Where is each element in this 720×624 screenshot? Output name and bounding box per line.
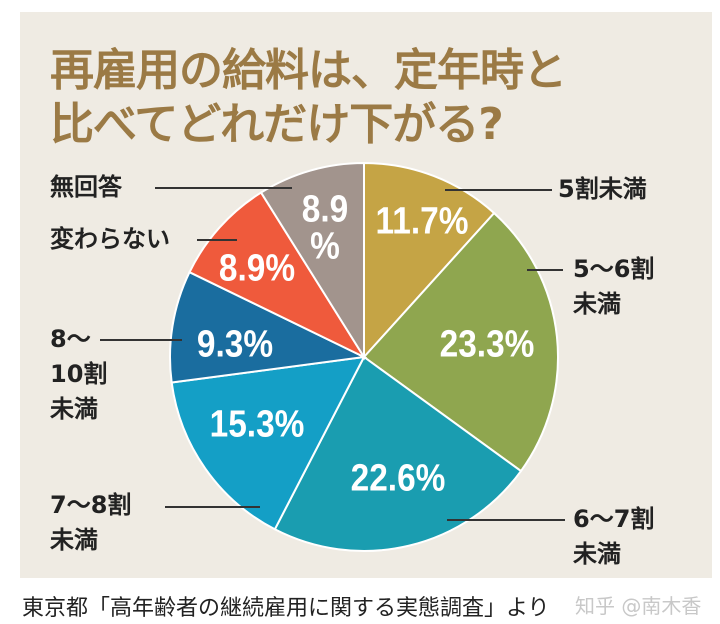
category-label-7-8: 7～8割未満 — [50, 491, 132, 554]
pct-label-5-under: 11.7% — [375, 200, 469, 243]
pct-label-6-7: 22.6% — [350, 457, 446, 500]
pie-slice-0 — [363, 161, 496, 360]
pie-slice-3 — [170, 355, 366, 531]
category-label-no-answer: 無回答 — [50, 173, 122, 201]
pie-slice-2 — [273, 355, 523, 552]
source-note: 東京都「高年齢者の継続雇用に関する実態調査」より — [22, 596, 550, 621]
category-label-8-10: 8～10割未満 — [50, 325, 108, 423]
leader-line — [447, 519, 565, 521]
category-label-5-6: 5～6割未満 — [573, 255, 655, 318]
pct-label-5-6: 23.3% — [439, 323, 535, 366]
pct-label-unchanged: 8.9% — [218, 247, 296, 290]
pie-slice-4 — [169, 270, 368, 384]
pct-label-no-answer-2: % — [310, 225, 340, 268]
leader-line — [155, 187, 292, 189]
leader-line — [197, 239, 237, 241]
pct-label-no-answer-1: 8.9 — [301, 188, 349, 231]
chart-title-line-2: 比べてどれだけ下がる? — [50, 99, 504, 150]
watermark: 知乎 @南木香 — [575, 594, 702, 618]
pct-label-8-10: 9.3% — [196, 323, 274, 366]
category-label-unchanged: 変わらない — [50, 225, 170, 253]
leader-line — [100, 339, 182, 341]
leader-line — [445, 189, 552, 191]
category-label-6-7: 6～7割未満 — [573, 505, 655, 568]
leader-line — [165, 506, 260, 508]
leader-line — [527, 269, 563, 271]
chart-title-line-1: 再雇用の給料は、定年時と — [50, 45, 567, 96]
pct-label-7-8: 15.3% — [209, 403, 305, 446]
category-label-5-under: 5割未満 — [558, 175, 647, 203]
pie-slice-5 — [188, 191, 367, 360]
pie-slice-1 — [362, 211, 559, 473]
pie-slice-6 — [259, 161, 365, 361]
